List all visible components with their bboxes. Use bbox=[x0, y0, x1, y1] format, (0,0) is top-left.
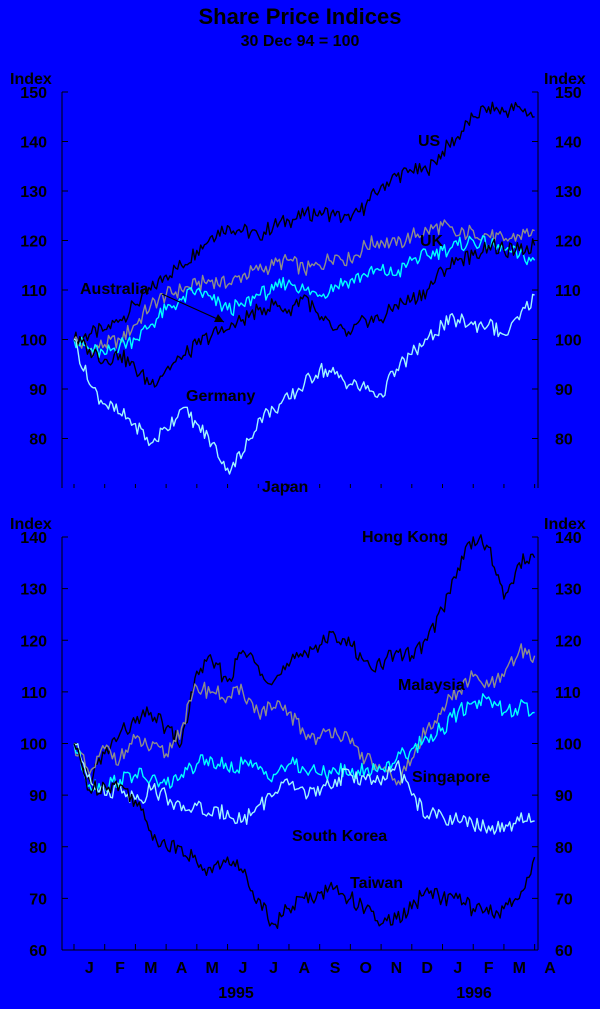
series-label-taiwan: Taiwan bbox=[350, 875, 403, 892]
x-year-label-1996: 1996 bbox=[456, 985, 492, 1002]
x-month-label: A bbox=[176, 960, 188, 977]
australia-pointer bbox=[161, 293, 225, 323]
series-line-us bbox=[73, 101, 535, 346]
y-tick-label-right: 150 bbox=[555, 85, 582, 102]
y-tick-label-right: 80 bbox=[555, 432, 573, 449]
y-tick-label-left: 60 bbox=[29, 943, 47, 960]
series-line-germany bbox=[73, 238, 536, 388]
x-month-label: N bbox=[391, 960, 403, 977]
series-label-uk: UK bbox=[420, 233, 444, 250]
y-tick-label-left: 100 bbox=[20, 737, 47, 754]
y-tick-label-left: 130 bbox=[20, 184, 47, 201]
y-tick-label-right: 70 bbox=[555, 891, 573, 908]
x-month-label: J bbox=[269, 960, 278, 977]
y-tick-label-left: 80 bbox=[29, 432, 47, 449]
y-tick-label-left: 110 bbox=[21, 283, 47, 300]
y-tick-label-right: 130 bbox=[555, 184, 582, 201]
x-month-label: A bbox=[544, 960, 556, 977]
series-label-hong-kong: Hong Kong bbox=[362, 529, 448, 546]
series-label-us: US bbox=[418, 133, 441, 150]
x-month-label: S bbox=[330, 960, 341, 977]
x-month-label: J bbox=[238, 960, 247, 977]
y-tick-label-left: 90 bbox=[29, 788, 47, 805]
plot-area-bottom bbox=[62, 537, 538, 950]
y-tick-label-left: 130 bbox=[20, 582, 47, 599]
series-line-south-korea bbox=[73, 742, 535, 835]
y-tick-label-left: 70 bbox=[29, 891, 47, 908]
x-month-label: O bbox=[360, 960, 372, 977]
series-labels-layer: US UK Australia Germany Japan Hong Kong Malays… bbox=[80, 133, 490, 892]
y-tick-label-right: 90 bbox=[555, 382, 573, 399]
y-tick-label-right: 100 bbox=[555, 333, 582, 350]
axes-layer: 80 80 90 90 100 100 110 110 120 120 130 130 140 140 15… bbox=[20, 85, 582, 1002]
series-line-singapore bbox=[73, 693, 535, 793]
y-tick-label-left: 120 bbox=[20, 234, 47, 251]
y-tick-label-left: 110 bbox=[21, 685, 47, 702]
y-tick-label-right: 140 bbox=[555, 135, 582, 152]
y-tick-label-left: 140 bbox=[20, 530, 47, 547]
y-tick-label-left: 150 bbox=[20, 85, 47, 102]
x-month-label: D bbox=[421, 960, 433, 977]
series-line-malaysia bbox=[73, 643, 536, 786]
series-line-taiwan bbox=[73, 743, 536, 929]
y-tick-label-right: 100 bbox=[555, 737, 582, 754]
unit-label-top-left: Index bbox=[10, 71, 52, 88]
series-line-japan bbox=[73, 293, 535, 475]
x-month-label: A bbox=[299, 960, 311, 977]
y-tick-label-right: 140 bbox=[555, 530, 582, 547]
series-label-germany: Germany bbox=[186, 388, 255, 405]
series-label-singapore: Singapore bbox=[412, 769, 490, 786]
chart-title: Share Price Indices bbox=[198, 4, 402, 29]
y-tick-label-right: 120 bbox=[555, 633, 582, 650]
y-tick-label-right: 110 bbox=[555, 685, 581, 702]
unit-label-bottom-right: Index bbox=[544, 516, 586, 533]
y-tick-label-right: 60 bbox=[555, 943, 573, 960]
y-tick-label-right: 130 bbox=[555, 582, 582, 599]
unit-label-top-right: Index bbox=[544, 71, 586, 88]
unit-label-bottom-left: Index bbox=[10, 516, 52, 533]
x-month-label: F bbox=[484, 960, 494, 977]
y-tick-label-left: 100 bbox=[20, 333, 47, 350]
y-tick-label-right: 110 bbox=[555, 283, 581, 300]
y-tick-label-left: 120 bbox=[20, 633, 47, 650]
y-tick-label-left: 90 bbox=[29, 382, 47, 399]
y-tick-label-right: 120 bbox=[555, 234, 582, 251]
series-label-australia: Australia bbox=[80, 281, 149, 298]
x-month-label: J bbox=[453, 960, 462, 977]
x-month-label: J bbox=[85, 960, 94, 977]
chart-subtitle: 30 Dec 94 = 100 bbox=[240, 33, 360, 50]
y-tick-label-left: 80 bbox=[29, 840, 47, 857]
australia-pointer-head bbox=[214, 314, 224, 322]
series-line-uk bbox=[73, 219, 535, 357]
x-month-label: M bbox=[206, 960, 219, 977]
x-month-label: M bbox=[144, 960, 157, 977]
series-line-hong-kong bbox=[74, 534, 536, 785]
x-month-label: F bbox=[115, 960, 125, 977]
y-tick-label-left: 140 bbox=[20, 135, 47, 152]
series-label-south-korea: South Korea bbox=[292, 828, 387, 845]
y-tick-label-right: 90 bbox=[555, 788, 573, 805]
series-label-malaysia: Malaysia bbox=[398, 677, 465, 694]
x-month-label: M bbox=[513, 960, 526, 977]
series-layer bbox=[73, 101, 536, 929]
x-year-label-1995: 1995 bbox=[218, 985, 254, 1002]
series-line-australia bbox=[73, 235, 536, 358]
series-label-japan: Japan bbox=[262, 479, 308, 496]
y-tick-label-right: 80 bbox=[555, 840, 573, 857]
